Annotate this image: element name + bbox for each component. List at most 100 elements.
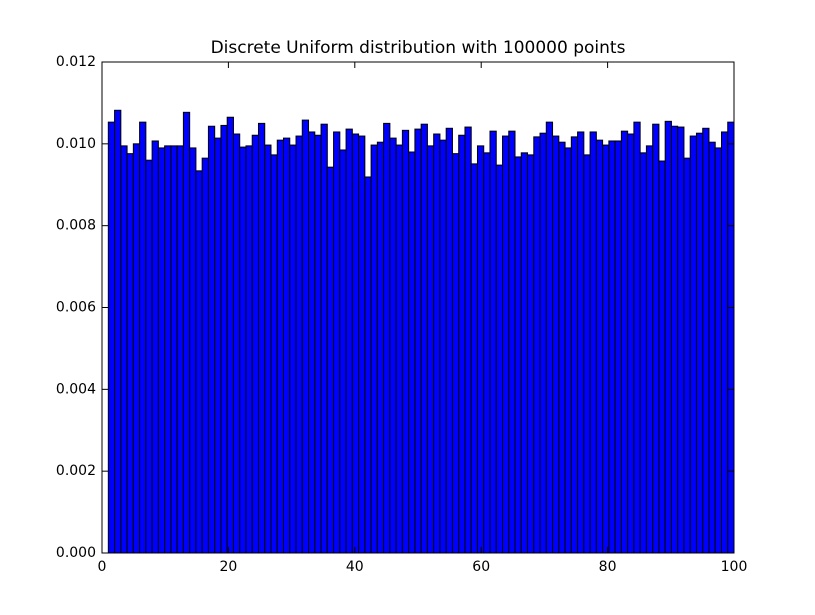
y-tick-label: 0.012	[56, 54, 96, 70]
bar	[376, 141, 385, 554]
bar	[589, 131, 597, 554]
bar	[195, 170, 203, 554]
y-tick-label: 0.008	[56, 218, 96, 234]
bar	[164, 145, 172, 554]
bar	[620, 130, 629, 554]
bar	[295, 135, 303, 554]
bar	[514, 156, 522, 554]
x-tick-label: 20	[219, 559, 237, 575]
bar	[157, 147, 166, 554]
bar	[326, 166, 335, 554]
bar	[358, 135, 366, 554]
bar	[539, 132, 547, 554]
bar	[364, 176, 372, 554]
y-tick-label: 0.000	[56, 545, 96, 561]
bar	[570, 136, 579, 554]
bar	[370, 144, 378, 554]
bar	[658, 160, 666, 554]
bar	[527, 154, 535, 554]
bar	[189, 147, 197, 554]
bar	[345, 128, 353, 554]
bar	[145, 159, 153, 554]
bar	[445, 127, 453, 554]
bar	[339, 149, 347, 554]
bar	[308, 131, 316, 554]
bar	[276, 139, 285, 554]
bar	[501, 135, 510, 554]
bar	[495, 164, 503, 554]
bar	[389, 137, 397, 554]
bar	[251, 134, 259, 554]
bar	[552, 135, 560, 554]
bar	[139, 121, 147, 554]
bar	[220, 124, 228, 554]
x-tick-label: 0	[98, 559, 107, 575]
bar	[683, 157, 691, 554]
bar	[714, 147, 722, 554]
y-tick-label: 0.010	[56, 136, 96, 152]
bar	[677, 126, 685, 554]
bar	[652, 123, 660, 554]
bar	[695, 132, 704, 554]
bar	[176, 145, 184, 554]
bar	[182, 111, 191, 554]
bar	[107, 121, 116, 554]
bar	[464, 126, 472, 554]
bar	[595, 139, 604, 554]
bar	[508, 130, 516, 554]
bar	[151, 140, 159, 554]
bar	[720, 131, 729, 554]
bar	[170, 145, 178, 554]
bar	[476, 145, 485, 554]
bar	[577, 131, 585, 554]
y-tick-label: 0.004	[56, 381, 96, 397]
bar	[232, 133, 241, 554]
bar	[351, 133, 360, 554]
bar	[727, 121, 735, 554]
bar	[633, 121, 641, 554]
x-tick-label: 80	[599, 559, 617, 575]
bar	[602, 144, 610, 554]
chart-title: Discrete Uniform distribution with 10000…	[211, 38, 626, 58]
bar	[264, 144, 272, 554]
bar	[664, 120, 672, 554]
bar	[226, 116, 234, 554]
bar	[483, 152, 491, 554]
bar	[564, 147, 572, 554]
bar	[120, 145, 128, 554]
bar	[283, 137, 291, 554]
bar	[708, 141, 716, 554]
bar	[395, 144, 403, 554]
bar	[126, 153, 134, 554]
bar	[670, 125, 679, 554]
bar	[645, 145, 654, 554]
bar	[408, 151, 416, 554]
bar	[702, 127, 710, 554]
bar	[333, 131, 341, 554]
bar	[383, 122, 391, 554]
bar	[639, 152, 647, 554]
bar	[301, 119, 310, 554]
bar	[114, 109, 122, 554]
bar	[132, 143, 141, 554]
bar	[458, 134, 466, 554]
x-tick-label: 40	[346, 559, 364, 575]
bar	[614, 140, 622, 554]
bar	[257, 122, 266, 554]
x-tick-label: 100	[721, 559, 748, 575]
bar	[201, 157, 209, 554]
bar	[533, 136, 541, 554]
bar	[401, 129, 410, 554]
bar	[439, 139, 447, 554]
x-tick-label: 60	[472, 559, 490, 575]
bar	[245, 145, 253, 554]
bar	[314, 134, 322, 554]
bar	[207, 125, 216, 554]
bar	[451, 153, 460, 554]
bar	[489, 130, 497, 554]
bar	[270, 154, 278, 554]
bar	[239, 146, 247, 554]
bar	[320, 123, 328, 554]
bar	[689, 135, 697, 554]
